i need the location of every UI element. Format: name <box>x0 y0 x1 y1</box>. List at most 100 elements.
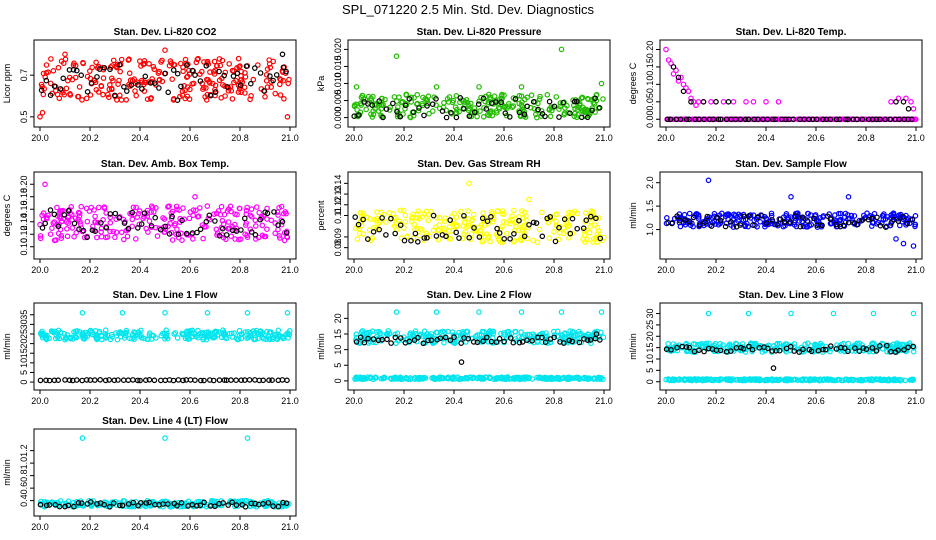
data-point <box>800 223 807 230</box>
data-point <box>506 114 513 120</box>
data-point <box>76 210 83 217</box>
data-point <box>465 335 472 342</box>
data-point <box>225 206 232 213</box>
panel-3: Stan. Dev. Li-820 Temp. degrees C 20.0 20.2… <box>628 27 925 143</box>
data-point <box>114 336 121 343</box>
data-point <box>385 328 392 334</box>
data-point <box>875 376 882 383</box>
y-tick-label: 0 <box>645 379 655 384</box>
data-point <box>568 210 575 216</box>
data-point <box>737 222 744 228</box>
data-point <box>447 217 454 223</box>
data-point <box>888 212 895 218</box>
data-point <box>48 328 55 334</box>
data-point <box>81 234 88 241</box>
data-point <box>38 498 45 505</box>
data-point <box>128 82 135 88</box>
data-point <box>39 212 45 219</box>
data-point <box>446 224 453 230</box>
data-point <box>278 203 285 210</box>
data-point <box>110 77 116 84</box>
data-point <box>845 348 851 355</box>
data-point <box>383 106 390 112</box>
data-point <box>539 233 546 240</box>
data-point <box>673 67 679 74</box>
data-point <box>283 500 290 507</box>
data-point <box>176 207 183 213</box>
data-point <box>464 224 470 230</box>
data-point <box>668 60 674 67</box>
data-point <box>685 88 692 95</box>
data-point <box>374 209 380 215</box>
data-point <box>216 233 223 239</box>
x-tick-label: 20.6 <box>181 396 199 406</box>
data-point <box>466 180 472 187</box>
data-point <box>702 341 709 348</box>
data-point <box>892 377 899 384</box>
data-point <box>231 79 237 86</box>
data-point <box>587 337 594 343</box>
data-point <box>233 377 239 384</box>
data-point <box>258 213 265 220</box>
data-point <box>425 211 432 218</box>
data-point <box>551 103 558 110</box>
data-point <box>396 94 402 101</box>
data-point <box>117 68 124 75</box>
y-tick-label: 0 <box>19 380 29 385</box>
data-point <box>433 329 440 336</box>
data-point <box>175 377 182 383</box>
data-point <box>701 348 707 355</box>
data-point <box>272 230 279 237</box>
data-point <box>868 223 875 229</box>
data-point <box>364 330 370 337</box>
data-point <box>792 210 799 217</box>
data-point <box>98 233 105 240</box>
data-point <box>276 233 283 239</box>
data-point <box>178 83 184 90</box>
panel-title: Stan. Dev. Li-820 Temp. <box>736 27 847 38</box>
data-point <box>574 225 581 232</box>
data-point <box>261 331 267 338</box>
data-point <box>46 502 53 508</box>
data-point <box>360 216 367 223</box>
data-point <box>551 332 558 338</box>
data-point <box>856 340 863 347</box>
data-point <box>582 239 588 245</box>
data-point <box>204 76 210 83</box>
data-point <box>264 226 270 233</box>
data-point <box>472 226 479 232</box>
data-point <box>827 216 834 223</box>
data-point <box>720 342 726 348</box>
data-point <box>220 82 226 88</box>
data-point <box>379 101 386 108</box>
data-point <box>65 208 72 214</box>
data-point <box>533 220 540 226</box>
data-point <box>162 70 169 77</box>
data-point <box>465 208 471 214</box>
data-point <box>204 309 211 316</box>
data-point <box>533 114 540 121</box>
data-point <box>893 99 899 105</box>
data-point <box>70 67 77 73</box>
data-point <box>190 236 196 242</box>
data-point <box>668 346 674 353</box>
data-point <box>740 345 747 352</box>
data-point <box>280 64 287 71</box>
y-tick-label: 20 <box>333 313 343 323</box>
y-tick-label: 5 <box>333 363 343 368</box>
data-point <box>37 233 44 239</box>
data-point <box>206 333 212 340</box>
data-point <box>774 221 780 228</box>
data-point <box>184 73 191 80</box>
x-tick-label: 20.6 <box>181 133 199 143</box>
data-point <box>146 218 153 224</box>
data-point <box>144 210 151 217</box>
data-point <box>845 116 851 123</box>
data-point <box>523 213 529 219</box>
data-point <box>782 222 788 229</box>
data-point <box>806 222 813 229</box>
data-point <box>189 330 195 337</box>
data-point <box>388 215 394 222</box>
data-point <box>442 334 449 341</box>
data-point <box>113 229 120 236</box>
